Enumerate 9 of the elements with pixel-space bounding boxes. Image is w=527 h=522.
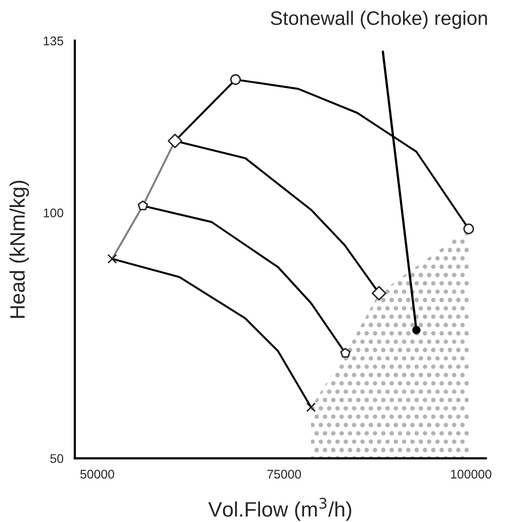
y-tick-label: 135 [44,36,64,46]
y-tick-label: 50 [50,454,64,463]
x-tick-label: 75000 [267,470,301,479]
x-tick-label: 100000 [451,470,492,479]
y-tick-label: 100 [44,208,64,218]
annotation: Stonewall (Choke) region [270,10,487,29]
y-axis-title: Head (kNm/kg) [10,180,29,318]
x-tick-label: 50000 [80,470,114,479]
x-axis-title: Vol.Flow (m$^{3}$/h) [208,498,352,521]
